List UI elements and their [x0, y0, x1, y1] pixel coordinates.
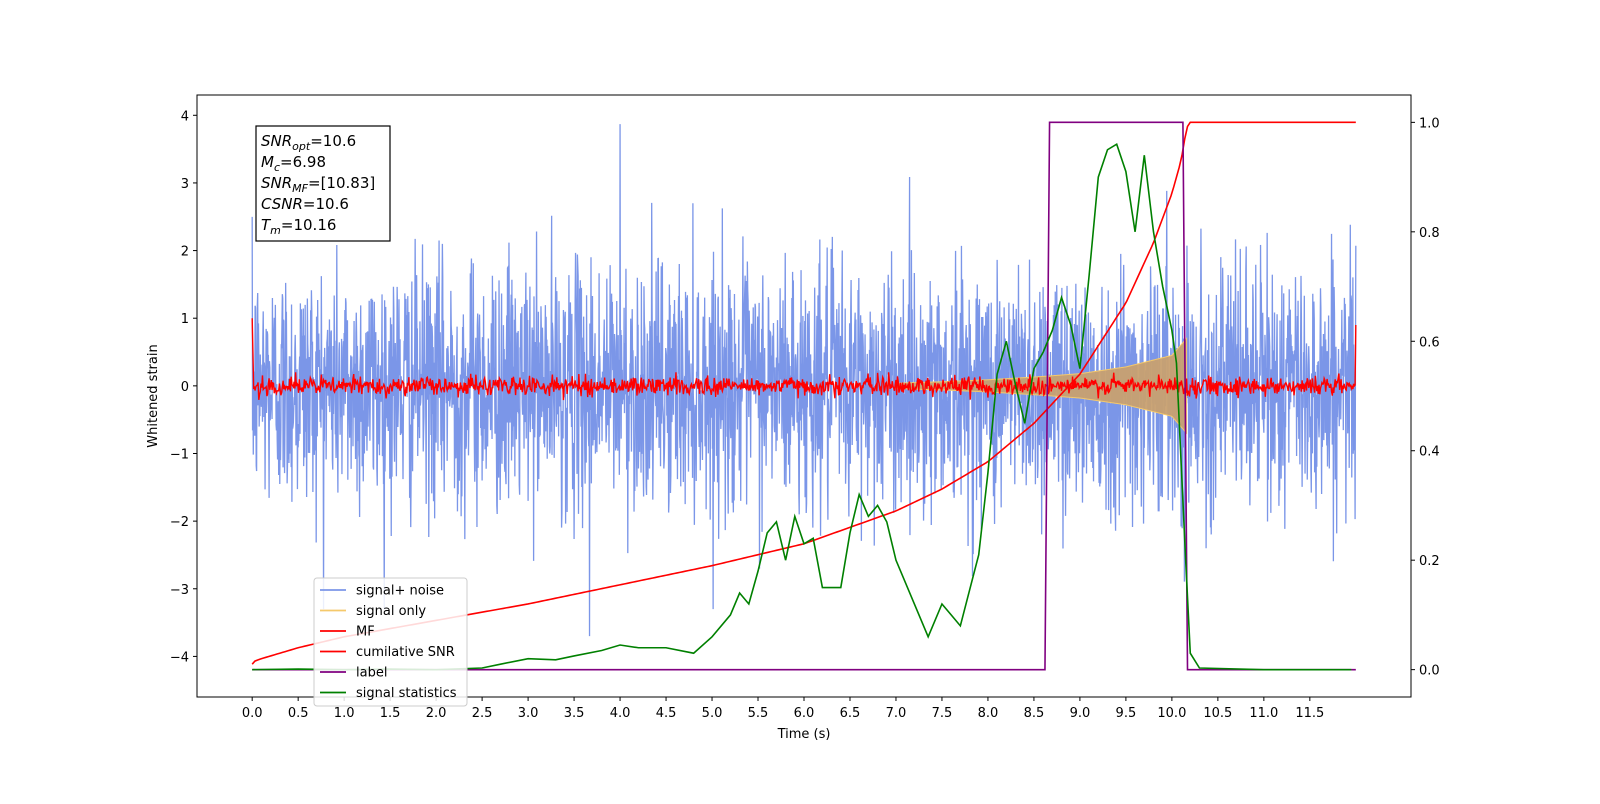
legend-entry: signal only [356, 604, 426, 619]
x-tick-label: 10.0 [1157, 706, 1186, 721]
x-tick-label: 5.5 [748, 706, 769, 721]
stats-value: =10.6 [310, 132, 356, 150]
series-mf [251, 318, 1357, 401]
x-tick-label: 4.5 [656, 706, 677, 721]
series-signal-noise [251, 124, 1357, 637]
x-tick-label: 0.5 [288, 706, 309, 721]
y-axis-left: −4 −3 −2 −1 0 1 2 3 4 [170, 109, 197, 665]
stats-line: SNRMF=[10.83] [261, 174, 375, 195]
x-tick-label: 11.5 [1295, 706, 1324, 721]
y2-tick-label: 0.2 [1419, 554, 1440, 569]
x-axis-label: Time (s) [777, 727, 831, 742]
y-tick-label: −2 [170, 515, 189, 530]
x-tick-label: 4.0 [610, 706, 631, 721]
legend-entry: cumilative SNR [356, 645, 455, 660]
y-tick-label: 2 [181, 245, 189, 260]
stats-box-frame [255, 125, 391, 242]
legend-entry: label [356, 666, 387, 681]
x-tick-label: 10.5 [1203, 706, 1232, 721]
legend-frame [313, 577, 468, 707]
stats-subscript: opt [292, 140, 311, 153]
x-tick-label: 9.5 [1116, 706, 1137, 721]
x-axis: 0.0 0.5 1.0 1.5 2.0 2.5 3.0 3.5 4.0 4.5 5.0 5.5 6.0 6… [242, 697, 1324, 721]
stats-subscript: c [274, 161, 280, 174]
x-tick-label: 1.5 [380, 706, 401, 721]
stats-value: =[10.83] [308, 174, 375, 192]
y-axis-right: 0.0 0.2 0.4 0.6 0.8 1.0 [1411, 116, 1440, 679]
plot-area [251, 121, 1357, 671]
x-tick-label: 8.5 [1024, 706, 1045, 721]
series-signal-statistics [252, 143, 1352, 671]
stats-symbol: SNR [261, 174, 292, 192]
stats-symbol: CSNR [261, 195, 303, 213]
y-tick-label: 3 [181, 177, 189, 192]
y2-tick-label: 0.4 [1419, 445, 1440, 460]
x-tick-label: 6.0 [794, 706, 815, 721]
y2-tick-label: 0.0 [1419, 664, 1440, 679]
x-tick-label: 11.0 [1249, 706, 1278, 721]
x-tick-label: 7.0 [886, 706, 907, 721]
y2-tick-label: 1.0 [1419, 116, 1440, 131]
x-tick-label: 2.0 [426, 706, 447, 721]
stats-subscript: m [270, 224, 281, 237]
x-tick-label: 5.0 [702, 706, 723, 721]
stats-subscript: MF [292, 182, 308, 195]
stats-box: SNRopt=10.6Mc=6.98SNRMF=[10.83]CSNR=10.6… [255, 125, 391, 242]
stats-line: CSNR=10.6 [261, 195, 349, 213]
y-axis-label: Whitened strain [146, 344, 161, 447]
x-tick-label: 9.0 [1070, 706, 1091, 721]
stats-symbol: T [261, 216, 272, 234]
y2-tick-label: 0.8 [1419, 226, 1440, 241]
y2-tick-label: 0.6 [1419, 335, 1440, 350]
y-tick-label: −1 [170, 447, 189, 462]
x-tick-label: 3.5 [564, 706, 585, 721]
y-tick-label: 4 [181, 109, 189, 124]
stats-line: SNRopt=10.6 [261, 132, 356, 153]
x-tick-label: 3.0 [518, 706, 539, 721]
legend-entry: signal+ noise [356, 584, 444, 599]
x-tick-label: 7.5 [932, 706, 953, 721]
legend: signal+ noise signal only MF cumilative SNR… [313, 577, 468, 707]
legend-entry: MF [356, 625, 375, 640]
stats-value: =6.98 [280, 153, 326, 171]
stats-value: =10.6 [303, 195, 349, 213]
x-tick-label: 2.5 [472, 706, 493, 721]
legend-entry: signal statistics [356, 686, 457, 701]
stats-line: Tm=10.16 [261, 216, 336, 237]
x-tick-label: 6.5 [840, 706, 861, 721]
x-tick-label: 8.0 [978, 706, 999, 721]
stats-value: =10.16 [281, 216, 337, 234]
stats-line: Mc=6.98 [261, 153, 326, 174]
stats-symbol: SNR [261, 132, 292, 150]
y-tick-label: −4 [170, 650, 189, 665]
x-tick-label: 1.0 [334, 706, 355, 721]
x-tick-label: 0.0 [242, 706, 263, 721]
stats-symbol: M [261, 153, 274, 171]
series-label [252, 121, 1356, 671]
y-tick-label: 0 [181, 380, 189, 395]
y-tick-label: −3 [170, 583, 189, 598]
y-tick-label: 1 [181, 312, 189, 327]
